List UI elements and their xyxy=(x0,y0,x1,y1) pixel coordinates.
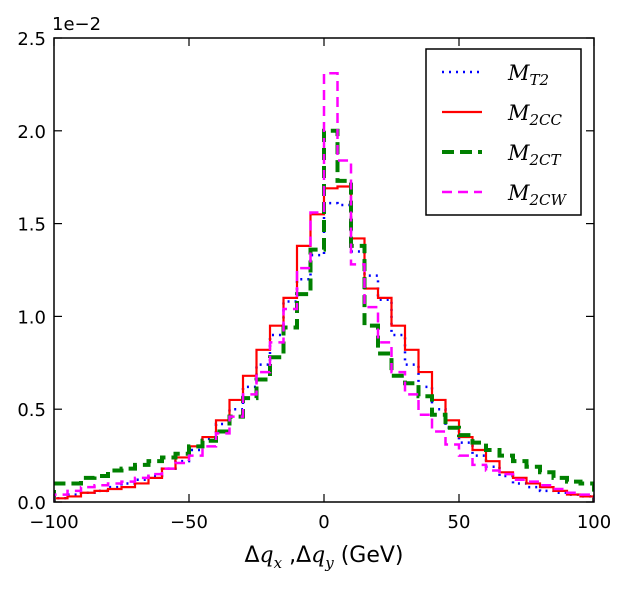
series-m-2cw-line xyxy=(54,72,594,502)
x-label-sub-y: y xyxy=(324,554,334,572)
x-axis-label: Δqx ,Δqy (GeV) xyxy=(244,543,403,572)
legend: MT2 M2CC M2CT M2CW xyxy=(425,48,582,216)
y-tick-label: 1.0 xyxy=(17,307,46,328)
y-tick-label: 0.0 xyxy=(17,493,46,514)
x-label-sep: ,Δ xyxy=(282,543,311,568)
y-offset-label: 1e−2 xyxy=(52,14,101,35)
legend-label: MT2 xyxy=(507,61,549,89)
legend-label: M2CW xyxy=(507,181,568,209)
x-tick-label: 100 xyxy=(577,512,611,533)
y-tick-label: 1.5 xyxy=(17,215,46,236)
legend-label: M2CC xyxy=(507,101,563,129)
x-label-sub-x: x xyxy=(274,554,283,572)
series-m-2cc-line xyxy=(54,185,594,502)
x-tick-label: 50 xyxy=(448,512,471,533)
x-tick-label: −50 xyxy=(170,512,208,533)
y-tick-label: 2.5 xyxy=(17,29,46,50)
x-tick-label: −100 xyxy=(29,512,78,533)
ticks-layer: −100 −50 0 50 100 0.0 0.5 1.0 1.5 2.0 2.5 xyxy=(17,29,611,533)
x-label-delta-1: Δ xyxy=(244,543,259,568)
legend-label: M2CT xyxy=(507,141,562,169)
y-tick-label: 2.0 xyxy=(17,122,46,143)
x-label-q1: q xyxy=(260,543,274,568)
x-tick-label: 0 xyxy=(318,512,329,533)
series-m-t2-line xyxy=(54,201,594,502)
series-layer xyxy=(54,72,594,502)
y-tick-label: 0.5 xyxy=(17,400,46,421)
x-label-unit: (GeV) xyxy=(334,543,404,568)
legend-box xyxy=(425,48,582,216)
x-label-q2: q xyxy=(311,543,325,568)
